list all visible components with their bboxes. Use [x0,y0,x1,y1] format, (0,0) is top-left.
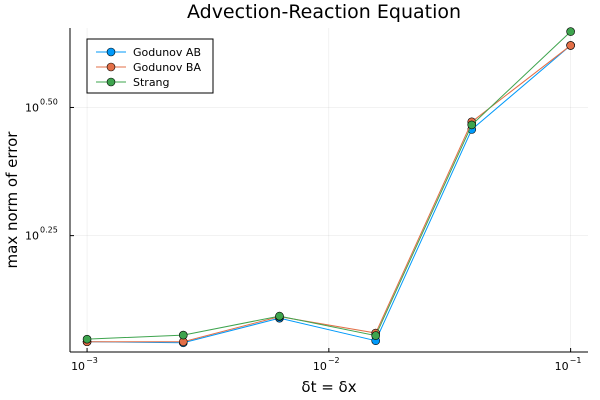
y-tick-base-0: 10 [25,230,39,243]
data-point-strang-5 [566,27,575,36]
x-tick-label-0: 10 −3 [71,356,98,373]
grid-lines [70,28,588,352]
y-axis-label: max norm of error [3,131,21,269]
chart-title: Advection-Reaction Equation [187,1,461,23]
legend-marker-godunov-ba [106,62,116,72]
legend-label-godunov-ab: Godunov AB [133,46,201,59]
legend-marker-godunov-ab [106,47,116,57]
legend-entry-strang: Strang [96,76,170,89]
x-tick-base-1: 10 [313,360,327,373]
series-line-godunov-ab [87,45,571,344]
y-tick-base-1: 10 [25,101,39,114]
y-tick-exponent-1: 0.50 [40,97,58,106]
data-point-strang-0 [82,334,92,344]
x-axis-label: δt = δx [301,378,356,396]
series-strang [82,27,575,344]
data-point-strang-2 [275,311,284,321]
x-tick-base-0: 10 [71,360,85,373]
legend-label-strang: Strang [133,76,170,89]
x-tick-label-2: 10 −1 [555,356,582,373]
legend-entry-godunov-ba: Godunov BA [96,61,201,74]
y-tick-label-0: 10 0.25 [25,226,58,243]
series-layer [82,27,575,348]
data-point-strang-4 [467,120,477,130]
legend-marker-strang [106,77,116,87]
x-tick-exponent-0: −3 [86,356,98,365]
data-point-godunov-ba-5 [566,41,575,50]
x-tick-exponent-2: −1 [570,356,582,365]
y-tick-label-1: 10 0.50 [25,97,58,114]
x-tick-label-1: 10 −2 [313,356,340,373]
series-line-strang [87,31,571,340]
data-point-strang-3 [371,331,381,340]
legend-entry-godunov-ab: Godunov AB [96,46,201,59]
data-point-strang-1 [178,330,188,340]
legend: Godunov AB Godunov BA Strang [86,38,214,94]
x-tick-base-2: 10 [555,360,569,373]
y-tick-exponent-0: 0.25 [40,226,58,235]
legend-label-godunov-ba: Godunov BA [133,61,201,74]
x-tick-exponent-1: −2 [328,356,340,365]
